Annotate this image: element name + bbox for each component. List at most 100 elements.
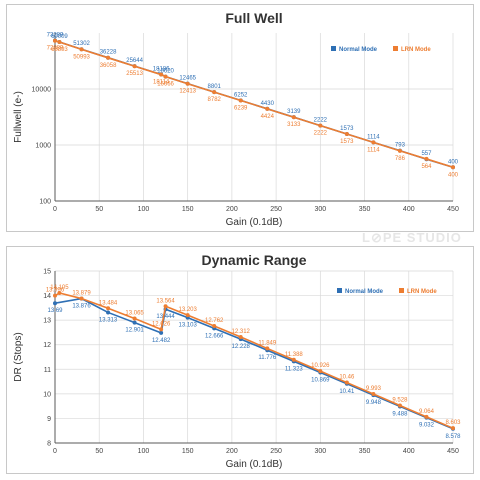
data-label: 13.484	[99, 300, 118, 306]
y-tick-label: 13	[43, 318, 51, 325]
data-label: 9.488	[392, 411, 408, 417]
data-label: 2222	[314, 131, 328, 137]
x-tick-label: 200	[226, 206, 238, 213]
data-label: 51302	[73, 41, 90, 47]
data-label: 8782	[208, 97, 222, 103]
data-point	[451, 165, 455, 170]
data-label: 12413	[179, 89, 196, 95]
data-label: 3139	[287, 109, 301, 115]
legend-entry: LRN Mode	[401, 47, 431, 53]
x-tick-label: 450	[447, 206, 459, 213]
data-point	[132, 316, 137, 321]
data-label: 10.46	[339, 375, 355, 381]
data-point	[132, 64, 137, 69]
data-label: 4430	[261, 101, 275, 107]
y-tick-label: 100	[39, 199, 51, 206]
data-point	[344, 380, 349, 385]
watermark: L⊘PE STUDIO	[362, 230, 462, 245]
data-label: 557	[421, 151, 432, 157]
legend-swatch	[393, 46, 398, 51]
dynamic-range-chart-panel: Dynamic Range 8 9 10 11 12 13 14 15 0 50 100 150 200 2…	[6, 246, 474, 474]
data-point	[397, 148, 402, 153]
y-axis-label: Fullwell (e-)	[13, 91, 24, 143]
data-point	[291, 115, 296, 120]
data-label: 18186	[153, 66, 170, 72]
data-point	[53, 293, 57, 298]
y-tick-label: 1000	[35, 143, 51, 150]
series-line-lrn	[54, 39, 454, 169]
data-label: 25513	[126, 71, 143, 77]
data-label: 9.528	[392, 397, 408, 403]
legend-entry: LRN Mode	[407, 289, 437, 295]
data-point	[159, 330, 164, 335]
data-label: 793	[395, 143, 406, 149]
data-point	[106, 55, 111, 60]
x-axis-label: Gain (0.1dB)	[226, 459, 283, 470]
data-point	[238, 335, 243, 340]
fullwell-chart-panel: Full Well 100 1000 10000 0 50 100 150 200 250 300 3…	[6, 4, 474, 232]
data-point	[163, 304, 168, 309]
x-tick-label: 100	[138, 448, 150, 455]
data-point	[265, 106, 270, 111]
data-point	[53, 38, 57, 43]
data-label: 13.879	[72, 291, 91, 297]
data-label: 12.482	[152, 338, 171, 344]
legend-entry: Normal Mode	[345, 289, 384, 295]
y-tick-label: 10000	[32, 87, 52, 94]
data-label: 73289	[47, 33, 64, 39]
data-label: 11.776	[258, 355, 277, 361]
data-point	[397, 403, 402, 408]
data-label: 13.444	[156, 314, 175, 320]
data-point	[424, 156, 429, 161]
data-label: 14.105	[50, 285, 69, 291]
legend-swatch	[337, 288, 342, 293]
fullwell-chart: Full Well 100 1000 10000 0 50 100 150 200 250 300 3…	[13, 10, 459, 228]
data-label: 6239	[234, 105, 248, 111]
data-label: 1573	[340, 126, 354, 132]
data-label: 6252	[234, 92, 248, 98]
data-point	[371, 392, 376, 397]
data-label: 13.313	[99, 317, 118, 323]
y-tick-label: 14	[43, 293, 51, 300]
data-point	[132, 320, 137, 325]
data-label: 9.032	[419, 423, 435, 429]
data-label: 786	[395, 156, 406, 162]
legend-entry: Normal Mode	[339, 47, 378, 53]
data-label: 25644	[126, 58, 143, 64]
data-label: 72889	[47, 46, 64, 52]
data-label: 50993	[73, 54, 90, 60]
data-label: 13.203	[178, 307, 197, 313]
data-label: 18114	[153, 80, 170, 86]
data-label: 12465	[179, 76, 196, 82]
x-tick-label: 250	[270, 448, 282, 455]
data-label: 1573	[340, 139, 354, 145]
data-point	[159, 327, 164, 332]
data-point	[265, 346, 270, 351]
y-tick-label: 8	[47, 441, 51, 448]
data-label: 9.993	[366, 386, 382, 392]
x-tick-label: 250	[270, 206, 282, 213]
data-point	[57, 290, 62, 295]
data-label: 16666	[157, 82, 174, 88]
x-tick-label: 400	[403, 448, 415, 455]
data-label: 8.578	[445, 434, 461, 440]
data-point	[53, 301, 57, 306]
data-label: 400	[448, 172, 459, 178]
data-label: 11.849	[258, 340, 277, 346]
data-label: 1114	[367, 134, 380, 140]
data-label: 13.996	[46, 288, 65, 294]
data-point	[371, 140, 376, 145]
x-tick-label: 350	[359, 206, 371, 213]
chart-title: Dynamic Range	[201, 252, 306, 268]
data-label: 9.948	[366, 400, 382, 406]
data-point	[57, 40, 62, 45]
data-label: 400	[448, 159, 459, 165]
data-point	[212, 323, 217, 328]
data-label: 2222	[314, 118, 328, 124]
data-point	[185, 313, 190, 318]
y-tick-label: 10	[43, 391, 51, 398]
x-axis-label: Gain (0.1dB)	[226, 217, 283, 228]
data-label: 4424	[261, 114, 275, 120]
x-tick-label: 400	[403, 206, 415, 213]
data-label: 11.388	[285, 352, 304, 358]
